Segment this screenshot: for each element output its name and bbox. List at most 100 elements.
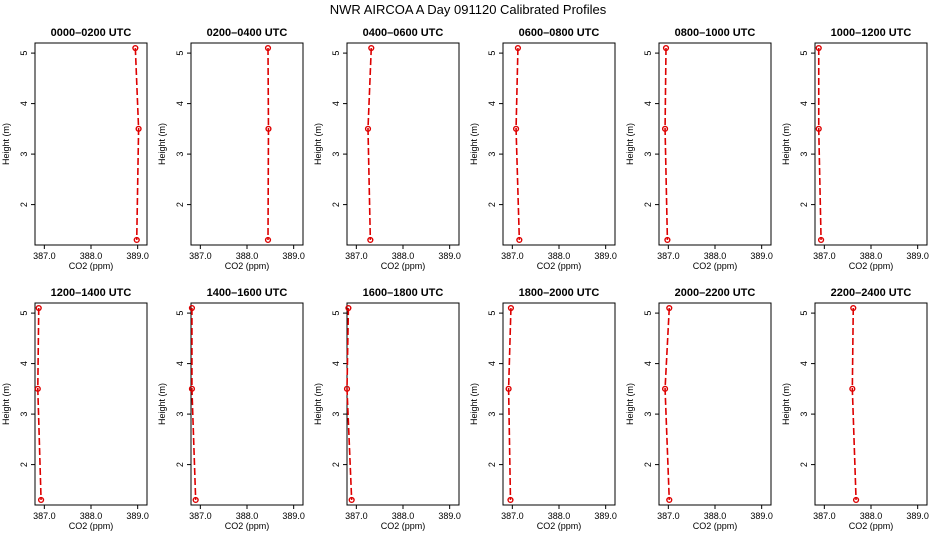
y-tick-label: 5 [175, 51, 185, 56]
x-axis-label: CO2 (ppm) [381, 521, 426, 531]
y-axis-label: Height (m) [625, 123, 635, 165]
plot-frame [346, 42, 460, 246]
y-tick-label: 5 [799, 311, 809, 316]
y-tick-label: 4 [799, 361, 809, 366]
x-axis-label: CO2 (ppm) [693, 521, 738, 531]
x-tick-label: 387.0 [33, 251, 56, 261]
y-tick-label: 4 [643, 101, 653, 106]
y-tick-label: 4 [799, 101, 809, 106]
panel-title: 1400–1600 UTC [207, 287, 288, 299]
plot-frame [814, 42, 928, 246]
plot-frame [502, 42, 616, 246]
x-tick-label: 389.0 [906, 511, 929, 521]
y-tick-label: 4 [487, 101, 497, 106]
y-axis-label: Height (m) [781, 383, 791, 425]
y-tick-label: 3 [19, 152, 29, 157]
data-point [265, 125, 272, 132]
profile-panel: 2200–2400 UTC 387.0 388.0 389.0 2 3 4 5 CO2 (ppm… [781, 287, 929, 531]
x-tick-label: 389.0 [594, 251, 617, 261]
x-tick-label: 389.0 [126, 511, 149, 521]
x-tick-label: 389.0 [282, 251, 305, 261]
data-point [661, 125, 669, 132]
x-tick-label: 387.0 [657, 511, 680, 521]
y-tick-label: 3 [799, 152, 809, 157]
y-tick-label: 2 [487, 462, 497, 467]
y-tick-label: 3 [643, 412, 653, 417]
x-tick-label: 389.0 [750, 511, 773, 521]
x-axis-label: CO2 (ppm) [225, 521, 270, 531]
y-tick-label: 5 [487, 51, 497, 56]
y-tick-label: 5 [19, 51, 29, 56]
panel-title: 0800–1000 UTC [675, 27, 756, 39]
y-tick-label: 2 [331, 202, 341, 207]
x-tick-label: 388.0 [80, 251, 103, 261]
data-point [661, 385, 669, 392]
y-tick-label: 5 [331, 51, 341, 56]
x-tick-label: 388.0 [548, 511, 571, 521]
data-point [368, 44, 375, 52]
profile-line [507, 308, 512, 500]
data-point [345, 304, 352, 312]
y-tick-label: 2 [487, 202, 497, 207]
data-point [37, 496, 45, 504]
plot-frame [34, 42, 148, 246]
x-tick-label: 389.0 [126, 251, 149, 261]
profile-line [664, 48, 669, 240]
x-tick-label: 389.0 [438, 511, 461, 521]
data-point [852, 496, 860, 504]
data-point [815, 44, 822, 52]
y-tick-label: 4 [643, 361, 653, 366]
data-point [662, 44, 670, 52]
x-axis-label: CO2 (ppm) [537, 261, 582, 271]
profile-panel: 0200–0400 UTC 387.0 388.0 389.0 2 3 4 5 CO2 (ppm… [157, 27, 305, 271]
x-tick-label: 388.0 [236, 251, 259, 261]
y-tick-label: 5 [643, 51, 653, 56]
profile-panel: 1000–1200 UTC 387.0 388.0 389.0 2 3 4 5 CO2 (ppm… [781, 27, 929, 271]
x-tick-label: 389.0 [594, 511, 617, 521]
y-tick-label: 4 [19, 361, 29, 366]
data-point [507, 496, 514, 504]
data-point [850, 304, 857, 312]
profile-line [664, 308, 671, 500]
profile-line [367, 48, 373, 240]
profile-panel: 1200–1400 UTC 387.0 388.0 389.0 2 3 4 5 CO2 (ppm… [1, 287, 149, 531]
data-point [507, 304, 515, 312]
y-tick-label: 4 [331, 101, 341, 106]
x-axis-label: CO2 (ppm) [69, 261, 114, 271]
plot-frame [190, 42, 304, 246]
data-point [264, 44, 272, 52]
y-axis-label: Height (m) [157, 383, 167, 425]
y-axis-label: Height (m) [1, 123, 11, 165]
data-point [664, 236, 671, 244]
profile-panel: 1400–1600 UTC 387.0 388.0 389.0 2 3 4 5 CO2 (ppm… [157, 287, 305, 531]
x-tick-label: 389.0 [906, 251, 929, 261]
y-tick-label: 2 [19, 202, 29, 207]
y-tick-label: 2 [643, 462, 653, 467]
x-tick-label: 387.0 [813, 511, 836, 521]
x-axis-label: CO2 (ppm) [693, 261, 738, 271]
data-point [666, 496, 673, 504]
panel-title: 0000–0200 UTC [51, 27, 132, 39]
x-tick-label: 387.0 [501, 511, 524, 521]
panel-title: 2200–2400 UTC [831, 287, 912, 299]
y-tick-label: 5 [487, 311, 497, 316]
data-point [505, 385, 512, 392]
panel-title: 2000–2200 UTC [675, 287, 756, 299]
y-axis-label: Height (m) [1, 383, 11, 425]
x-tick-label: 389.0 [750, 251, 773, 261]
profile-panel: 2000–2200 UTC 387.0 388.0 389.0 2 3 4 5 CO2 (ppm… [625, 287, 773, 531]
data-point [514, 44, 522, 52]
panel-title: 0200–0400 UTC [207, 27, 288, 39]
panel-title: 1800–2000 UTC [519, 287, 600, 299]
panel-title: 0400–0600 UTC [363, 27, 444, 39]
y-tick-label: 3 [331, 412, 341, 417]
data-point [343, 385, 351, 392]
y-tick-label: 4 [487, 361, 497, 366]
y-tick-label: 5 [643, 311, 653, 316]
profile-panel: 0800–1000 UTC 387.0 388.0 389.0 2 3 4 5 CO2 (ppm… [625, 27, 773, 271]
data-point [133, 236, 140, 244]
x-tick-label: 387.0 [345, 511, 368, 521]
x-tick-label: 387.0 [33, 511, 56, 521]
x-axis-label: CO2 (ppm) [69, 521, 114, 531]
